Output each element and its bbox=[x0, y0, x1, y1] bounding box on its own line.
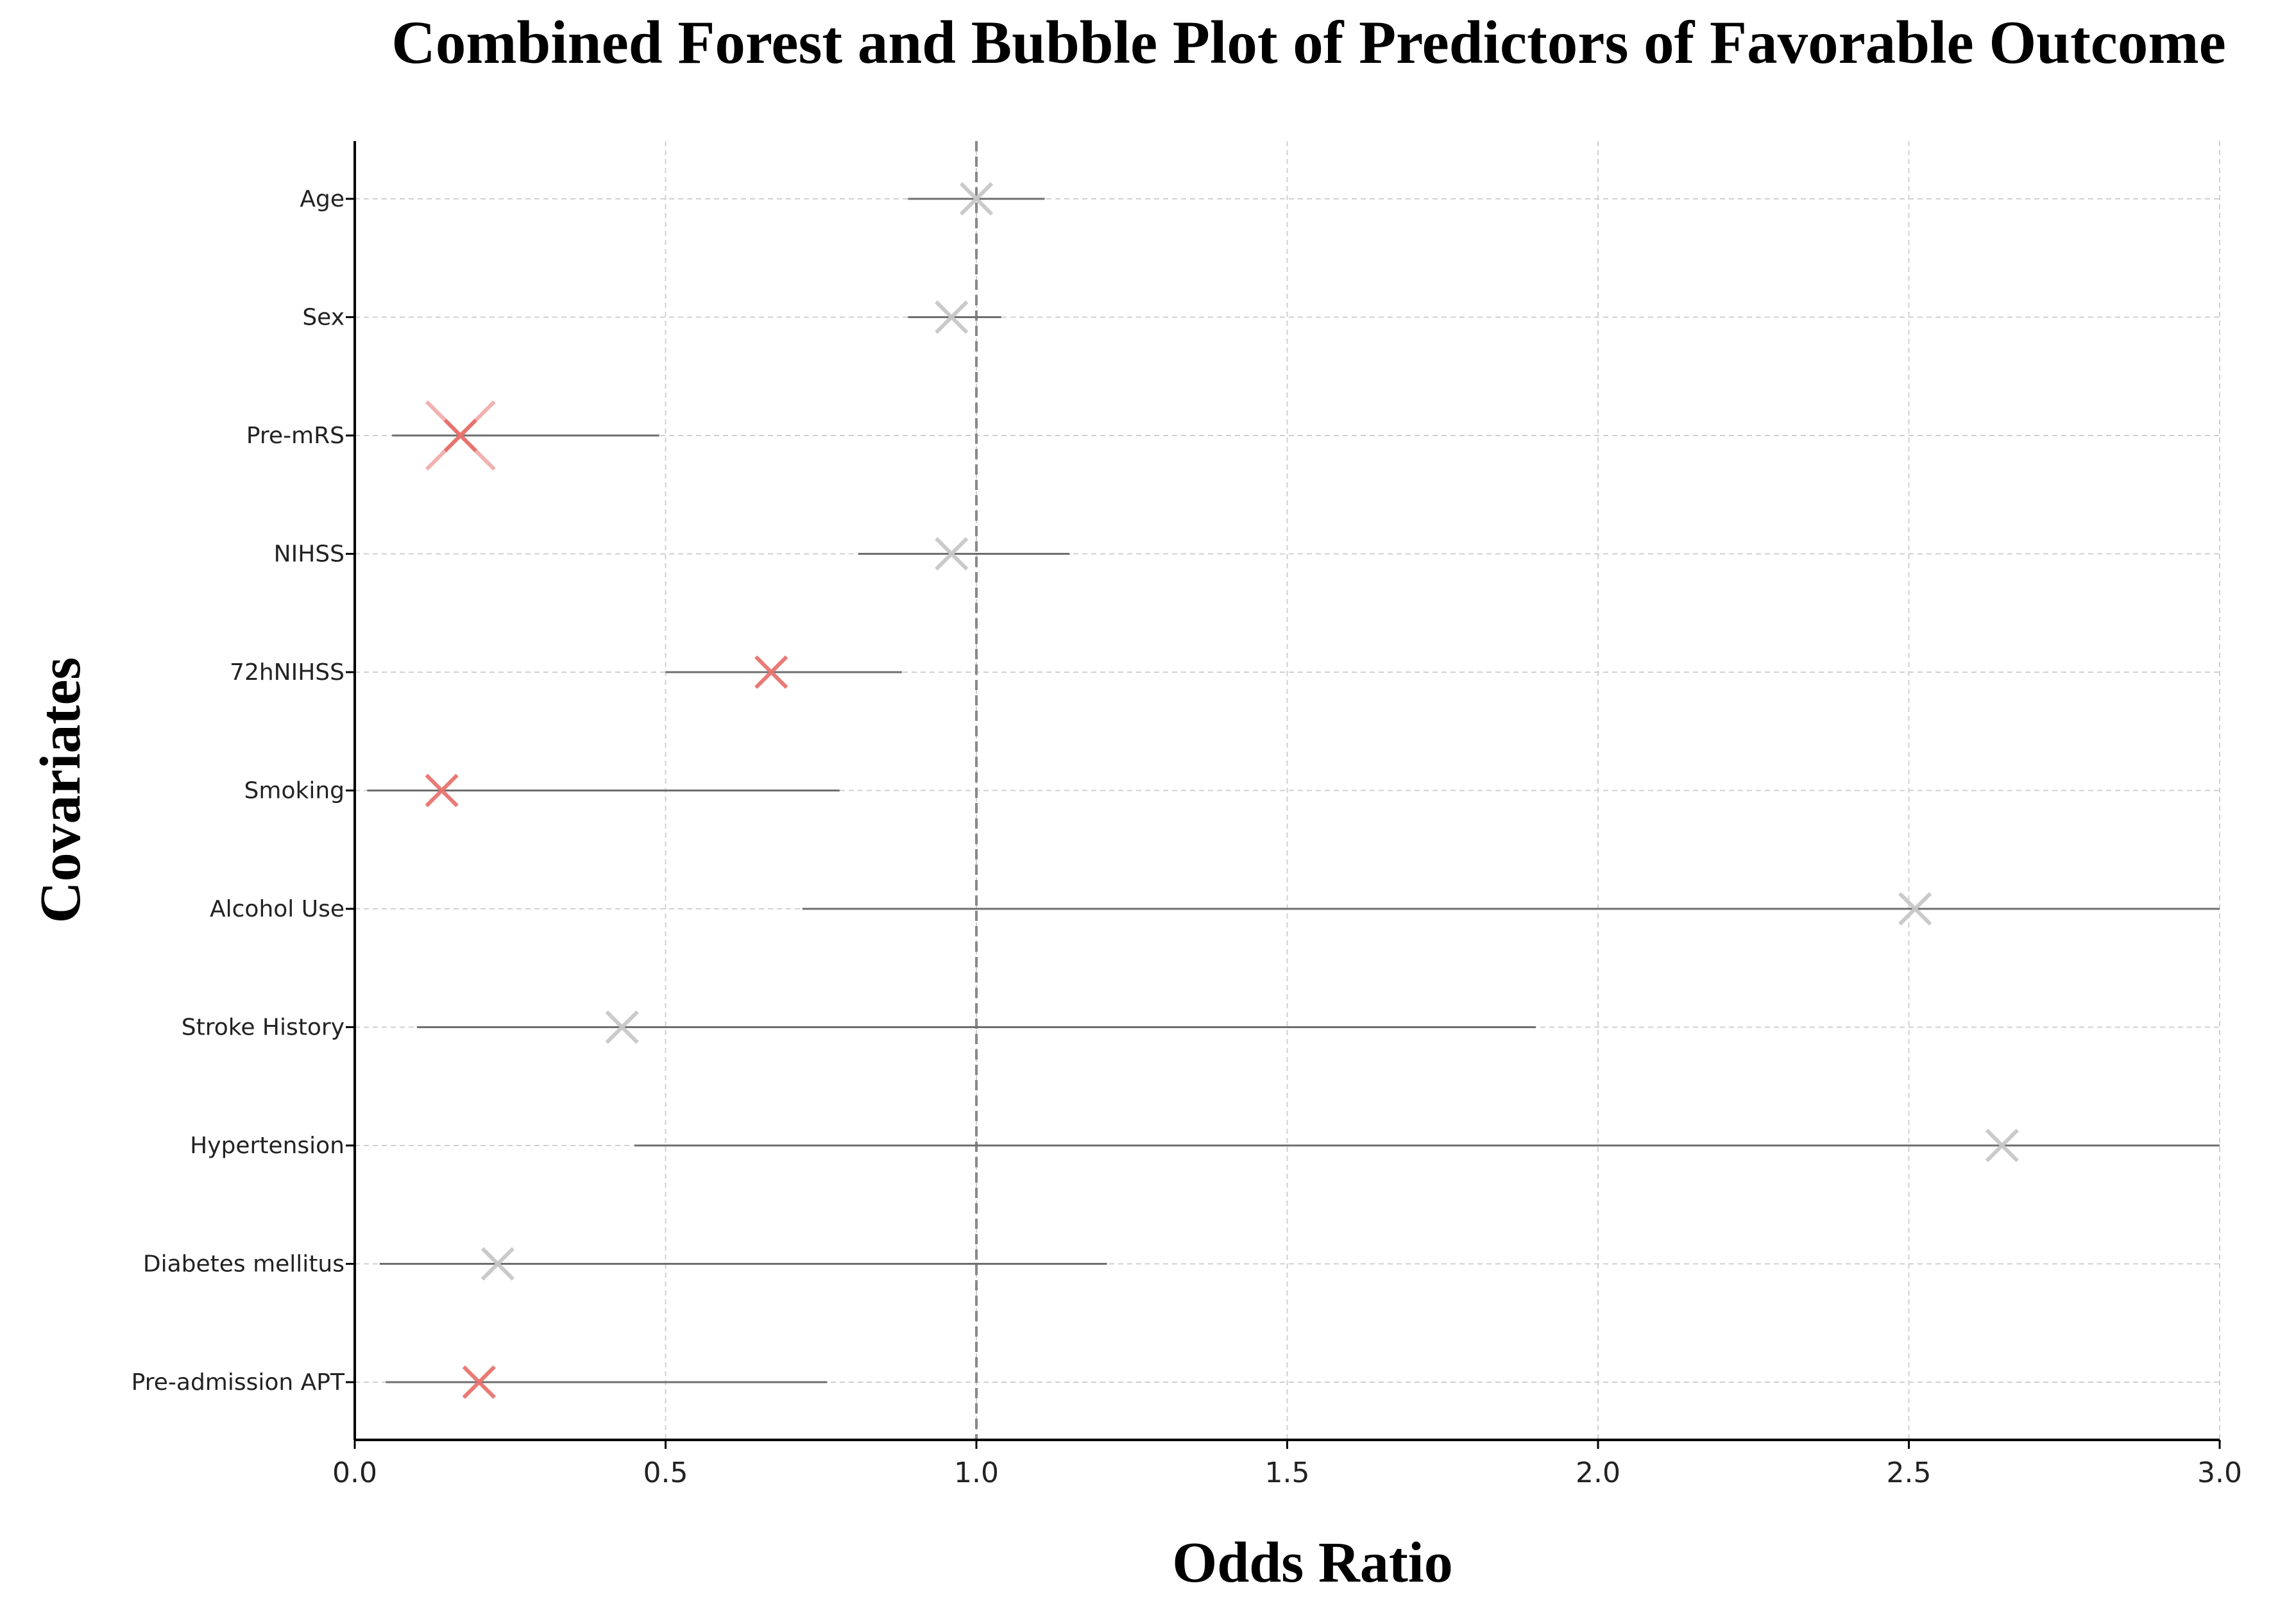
or-marker bbox=[959, 182, 994, 216]
y-tick-label: Pre-admission APT bbox=[132, 1369, 345, 1396]
or-marker-stroke bbox=[462, 1365, 496, 1399]
x-axis-title: Odds Ratio bbox=[1172, 1531, 1453, 1594]
or-marker-stroke bbox=[935, 537, 969, 571]
or-marker-stroke bbox=[754, 655, 788, 689]
x-tick-label: 2.0 bbox=[1576, 1457, 1620, 1489]
or-marker-core bbox=[443, 418, 477, 453]
y-tick-label: Hypertension bbox=[190, 1133, 344, 1159]
x-tick-label: 1.5 bbox=[1265, 1457, 1310, 1489]
or-marker bbox=[480, 1247, 514, 1281]
or-marker-stroke bbox=[1985, 1128, 2019, 1163]
or-marker bbox=[462, 1365, 496, 1399]
y-tick-label: Alcohol Use bbox=[210, 896, 344, 922]
or-marker-stroke bbox=[1898, 892, 1932, 926]
x-tick-label: 0.5 bbox=[643, 1457, 688, 1489]
y-tick-label: Age bbox=[300, 186, 344, 212]
x-tick-label: 3.0 bbox=[2197, 1457, 2242, 1489]
y-tick-layer: Age Sex Pre-mRS NIHSS 72hNIHSS Smoking Alcohol… bbox=[132, 186, 355, 1396]
y-tick-label: Smoking bbox=[244, 778, 344, 804]
or-marker bbox=[754, 655, 788, 689]
marker-layer bbox=[425, 182, 2019, 1399]
or-marker bbox=[1985, 1128, 2019, 1163]
chart-title: Combined Forest and Bubble Plot of Predi… bbox=[391, 8, 2225, 76]
x-tick-label: 1.0 bbox=[954, 1457, 999, 1489]
or-marker-stroke bbox=[935, 300, 969, 334]
y-tick-label: Stroke History bbox=[182, 1015, 344, 1041]
or-marker bbox=[935, 537, 969, 571]
y-tick-label: Pre-mRS bbox=[246, 423, 344, 449]
or-marker bbox=[935, 300, 969, 334]
or-marker bbox=[1898, 892, 1932, 926]
ci-layer bbox=[367, 198, 2220, 1383]
y-tick-label: 72hNIHSS bbox=[230, 659, 344, 686]
or-marker-stroke bbox=[425, 773, 459, 807]
y-tick-label: NIHSS bbox=[274, 541, 344, 568]
or-marker bbox=[605, 1010, 639, 1044]
y-tick-label: Diabetes mellitus bbox=[143, 1251, 344, 1278]
y-tick-label: Sex bbox=[302, 305, 344, 331]
x-tick-label: 0.0 bbox=[332, 1457, 377, 1489]
or-marker-stroke bbox=[605, 1010, 639, 1044]
y-axis-title: Covariates bbox=[29, 657, 92, 924]
x-tick-label: 2.5 bbox=[1887, 1457, 1932, 1489]
x-tick-layer: 0.0 0.5 1.0 1.5 2.0 2.5 3.0 bbox=[332, 1440, 2242, 1489]
or-marker bbox=[425, 773, 459, 807]
or-marker-stroke bbox=[480, 1247, 514, 1281]
or-marker-stroke bbox=[959, 182, 994, 216]
